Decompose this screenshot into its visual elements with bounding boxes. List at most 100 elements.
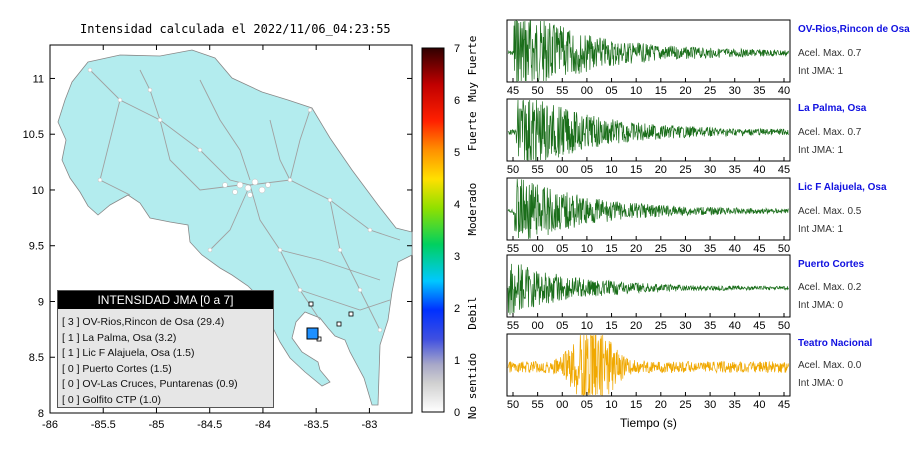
town-markers	[87, 67, 383, 333]
waveform-tick-label: 25	[679, 399, 691, 411]
station-acel: Acel. Max. 0.2	[798, 282, 862, 293]
legend-item: [ 0 ] OV-Las Cruces, Puntarenas (0.9)	[62, 378, 238, 390]
y-tick-label: 8.5	[29, 352, 44, 364]
waveform-tick-label: 05	[605, 85, 617, 97]
waveform-tick-label: 30	[704, 164, 716, 176]
legend-item: [ 3 ] OV-Rios,Rincon de Osa (29.4)	[62, 316, 225, 328]
waveform-tick-label: 05	[581, 399, 593, 411]
y-tick-label: 8	[38, 408, 44, 420]
colorbar-tick-label: 2	[454, 303, 460, 315]
waveform-panel: 45 50 55 00 05 10 15 20 25 30 35 40	[506, 19, 791, 97]
waveform-tick-label: 15	[630, 164, 642, 176]
waveform-frame	[506, 333, 791, 397]
station-int: Int JMA: 0	[798, 378, 844, 389]
waveform-tick-label: 55	[507, 243, 519, 255]
waveform-tick-label: 35	[729, 399, 741, 411]
waveform-tick-label: 00	[556, 164, 568, 176]
intensity-legend: INTENSIDAD JMA [0 a 7] [ 3 ] OV-Rios,Rin…	[57, 290, 274, 408]
waveform-tick-label: 10	[581, 320, 593, 332]
station-int: Int JMA: 1	[798, 224, 844, 235]
waveform-tick-label: 35	[753, 85, 765, 97]
waveform-tick-label: 30	[679, 243, 691, 255]
intensity-colorbar	[421, 47, 445, 413]
waveform-tick-label: 25	[704, 85, 716, 97]
legend-item: [ 1 ] La Palma, Osa (3.2)	[62, 331, 177, 344]
waveform-panel: 55 00 05 10 15 20 25 30 35 40 45 50	[506, 254, 791, 332]
station-name: La Palma, Osa	[798, 103, 867, 114]
waveform-tick-label: 10	[630, 85, 642, 97]
waveform-tick-label: 55	[556, 85, 568, 97]
costa-rica-landmass	[57, 49, 413, 406]
legend-item: [ 1 ] Lic F Alajuela, Osa (1.5)	[62, 347, 195, 359]
station-int: Int JMA: 1	[798, 145, 844, 156]
waveform-tick-label: 50	[778, 320, 790, 332]
waveform-trace	[507, 263, 789, 315]
waveform-tick-label: 10	[605, 399, 617, 411]
colorbar-tick-label: 5	[454, 147, 460, 159]
waveform-tick-label: 50	[507, 399, 519, 411]
waveform-tick-label: 25	[655, 243, 667, 255]
colorbar-tick-label: 0	[454, 407, 460, 419]
time-axis-label: Tiempo (s)	[620, 416, 677, 430]
waveform-tick-label: 20	[655, 399, 667, 411]
waveform-tick-label: 40	[753, 399, 765, 411]
waveform-panel: 50 55 00 05 10 15 20 25 30 35 40 45	[506, 333, 791, 411]
waveform-panels: 45 50 55 00 05 10 15 20 25 30 35 40 50 55 00 05 10 15 20 25…	[506, 19, 791, 411]
y-tick-label: 9	[38, 296, 44, 308]
waveform-tick-label: 45	[778, 399, 790, 411]
waveform-tick-label: 25	[655, 320, 667, 332]
x-tick-label: -85.5	[91, 419, 116, 431]
colorbar-tick-label: 7	[454, 43, 460, 55]
station-name: OV-Rios,Rincon de Osa	[798, 24, 910, 35]
colorbar-tick-label: 1	[454, 355, 460, 367]
legend-header: INTENSIDAD JMA [0 a 7]	[58, 291, 273, 309]
waveform-tick-label: 45	[753, 320, 765, 332]
waveform-tick-label: 25	[679, 164, 691, 176]
legend-item: [ 0 ] Puerto Cortes (1.5)	[62, 362, 172, 375]
waveform-tick-label: 10	[605, 164, 617, 176]
waveform-tick-label: 45	[753, 243, 765, 255]
station-acel: Acel. Max. 0.7	[798, 48, 862, 59]
colorbar-tick-label: 6	[454, 95, 460, 107]
waveform-trace	[507, 334, 789, 396]
waveform-tick-label: 40	[729, 320, 741, 332]
waveform-tick-label: 05	[581, 164, 593, 176]
map-title: Intensidad calculada el 2022/11/06_04:23…	[80, 22, 391, 36]
waveform-panel: 50 55 00 05 10 15 20 25 30 35 40 45	[506, 98, 791, 176]
station-int: Int JMA: 0	[798, 300, 844, 311]
waveform-tick-label: 20	[679, 85, 691, 97]
waveform-tick-label: 45	[507, 85, 519, 97]
legend-item: [ 0 ] Golfito CTP (1.0)	[62, 393, 162, 406]
waveform-tick-label: 35	[704, 243, 716, 255]
colorbar-category-label: Muy Fuerte	[466, 36, 479, 102]
waveform-tick-label: 50	[532, 85, 544, 97]
waveform-panel: 55 00 05 10 15 20 25 30 35 40 45 50	[506, 177, 791, 255]
station-acel: Acel. Max. 0.5	[798, 206, 862, 217]
y-tick-label: 11	[33, 73, 44, 85]
x-tick-label: -84	[255, 419, 271, 431]
waveform-tick-label: 55	[532, 399, 544, 411]
y-tick-label: 10	[32, 185, 44, 197]
colorbar-tick-label: 4	[454, 199, 460, 211]
waveform-trace	[507, 20, 789, 82]
waveform-tick-label: 00	[532, 320, 544, 332]
station-markers	[306, 301, 354, 342]
waveform-tick-label: 30	[729, 85, 741, 97]
waveform-tick-label: 40	[729, 243, 741, 255]
waveform-tick-label: 55	[507, 320, 519, 332]
waveform-tick-label: 30	[704, 399, 716, 411]
waveform-tick-label: 15	[655, 85, 667, 97]
station-acel: Acel. Max. 0.7	[798, 127, 862, 138]
waveform-tick-label: 15	[605, 243, 617, 255]
waveform-tick-label: 35	[729, 164, 741, 176]
waveform-tick-label: 20	[655, 164, 667, 176]
station-acel: Acel. Max. 0.0	[798, 360, 862, 371]
waveform-tick-label: 15	[630, 399, 642, 411]
colorbar-category-label: No sentido	[466, 353, 479, 419]
colorbar-category-label: Fuerte	[466, 111, 479, 151]
waveform-tick-label: 35	[704, 320, 716, 332]
x-tick-label: -84.5	[197, 419, 222, 431]
x-tick-label: -83	[361, 419, 377, 431]
x-tick-label: -85	[149, 419, 165, 431]
